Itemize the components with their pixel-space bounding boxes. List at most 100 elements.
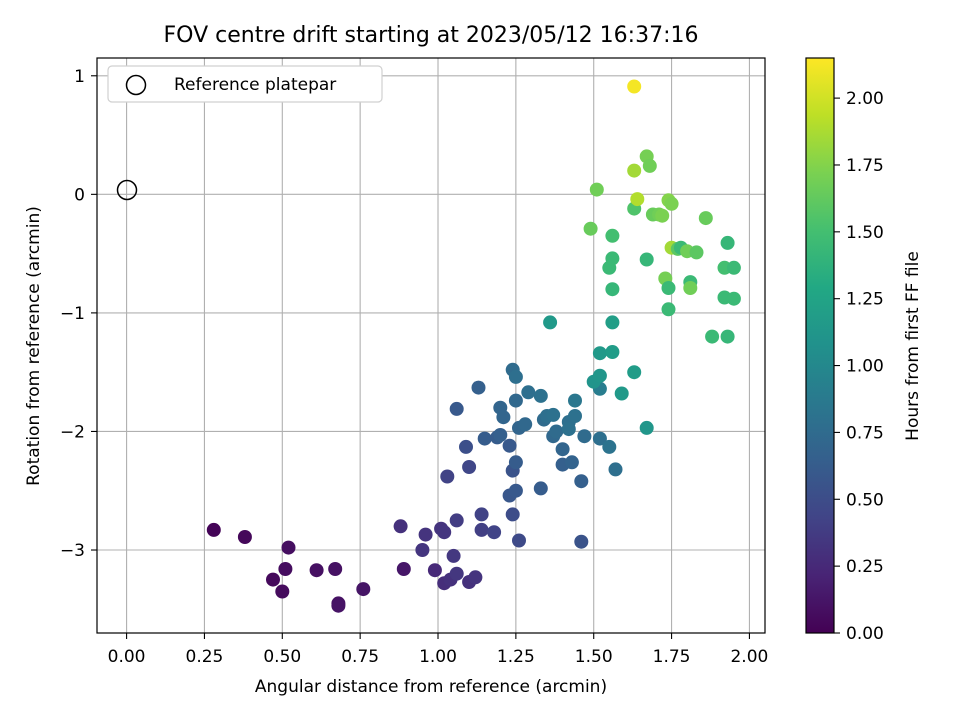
x-tick-label: 0.25 bbox=[186, 647, 224, 667]
data-point bbox=[393, 519, 408, 534]
data-point bbox=[477, 431, 492, 446]
data-point bbox=[474, 522, 489, 537]
data-point bbox=[418, 527, 433, 542]
data-point bbox=[546, 407, 561, 422]
data-point bbox=[266, 572, 280, 587]
data-point bbox=[705, 329, 720, 344]
colorbar-label: Hours from first FF file bbox=[903, 251, 923, 441]
data-point bbox=[561, 422, 576, 437]
grid-lines bbox=[97, 58, 765, 633]
data-point bbox=[449, 513, 464, 528]
data-point bbox=[639, 252, 654, 267]
y-tick-label: 1 bbox=[74, 67, 85, 87]
data-point bbox=[555, 442, 570, 457]
colorbar-tick-label: 1.00 bbox=[846, 357, 884, 377]
data-point bbox=[549, 424, 564, 439]
data-point bbox=[574, 534, 589, 549]
data-point bbox=[592, 368, 607, 383]
data-point bbox=[605, 228, 620, 243]
data-point bbox=[533, 388, 548, 403]
data-point bbox=[281, 540, 296, 555]
data-point bbox=[605, 315, 620, 330]
colorbar-tick-label: 1.50 bbox=[846, 223, 884, 243]
colorbar-tick-label: 0.25 bbox=[846, 557, 884, 577]
x-tick-label: 1.25 bbox=[497, 647, 535, 667]
data-point bbox=[605, 251, 620, 266]
data-point bbox=[508, 455, 523, 470]
data-point bbox=[449, 401, 464, 416]
data-point bbox=[437, 525, 452, 540]
colorbar-tick-label: 0.00 bbox=[846, 624, 884, 644]
data-point bbox=[661, 281, 676, 295]
data-point bbox=[642, 158, 657, 173]
data-point bbox=[627, 163, 642, 178]
data-point bbox=[459, 439, 473, 454]
data-point bbox=[440, 469, 455, 484]
data-point bbox=[583, 221, 598, 236]
data-point bbox=[487, 525, 502, 540]
y-axis-label: Rotation from reference (arcmin) bbox=[24, 206, 44, 486]
data-point bbox=[471, 380, 486, 395]
data-point bbox=[639, 420, 654, 435]
data-point bbox=[356, 582, 371, 597]
data-point bbox=[630, 192, 645, 207]
data-point bbox=[605, 345, 620, 359]
legend-box bbox=[107, 65, 383, 103]
data-point bbox=[564, 455, 579, 470]
data-point bbox=[602, 439, 617, 454]
colorbar-tick-label: 0.75 bbox=[846, 423, 884, 443]
data-point bbox=[275, 584, 290, 599]
x-tick-label: 0.50 bbox=[263, 647, 301, 667]
data-point bbox=[574, 474, 589, 489]
plot-frame bbox=[96, 57, 766, 634]
x-tick-label: 1.50 bbox=[575, 647, 613, 667]
x-tick-label: 0.00 bbox=[108, 647, 146, 667]
x-axis-ticks: 0.00 0.25 0.50 0.75 1.00 1.25 1.50 1.75 2.00 bbox=[108, 633, 768, 667]
data-point bbox=[468, 570, 483, 585]
data-point bbox=[328, 562, 343, 576]
data-point bbox=[627, 79, 642, 94]
colorbar bbox=[805, 57, 835, 634]
data-point bbox=[655, 208, 670, 223]
data-point bbox=[396, 562, 411, 576]
data-point bbox=[206, 522, 221, 537]
legend-marker bbox=[125, 74, 147, 96]
data-point bbox=[726, 260, 741, 275]
data-point bbox=[496, 410, 511, 425]
data-point bbox=[664, 196, 679, 211]
data-point bbox=[568, 393, 582, 408]
data-point bbox=[568, 409, 582, 423]
data-point bbox=[689, 245, 704, 260]
y-tick-label: 0 bbox=[74, 185, 85, 205]
legend-label: Reference platepar bbox=[174, 75, 336, 95]
colorbar-tick-label: 1.75 bbox=[846, 156, 884, 176]
data-point bbox=[237, 530, 252, 544]
y-tick-label: −1 bbox=[60, 304, 85, 324]
data-point bbox=[543, 315, 558, 330]
x-tick-label: 0.75 bbox=[341, 647, 379, 667]
colorbar-ticks: 0.00 0.25 0.50 0.75 1.00 1.25 1.50 1.75 2.00 bbox=[834, 89, 884, 644]
data-point bbox=[533, 481, 548, 496]
data-point bbox=[508, 483, 523, 498]
data-point bbox=[589, 182, 604, 197]
data-point bbox=[278, 562, 293, 576]
data-point bbox=[577, 429, 592, 444]
data-point bbox=[508, 393, 523, 408]
data-point bbox=[726, 291, 741, 306]
data-point bbox=[512, 533, 526, 548]
data-point bbox=[627, 365, 642, 380]
data-point bbox=[614, 386, 629, 401]
data-point bbox=[415, 543, 430, 557]
data-points bbox=[206, 79, 741, 613]
colorbar-tick-label: 0.50 bbox=[846, 490, 884, 510]
x-axis-label: Angular distance from reference (arcmin) bbox=[255, 677, 607, 697]
data-point bbox=[605, 282, 620, 297]
x-tick-label: 1.75 bbox=[653, 647, 691, 667]
data-point bbox=[331, 598, 346, 613]
y-tick-label: −2 bbox=[60, 422, 85, 442]
legend: Reference platepar bbox=[107, 65, 383, 103]
data-point bbox=[508, 369, 523, 384]
data-point bbox=[446, 548, 461, 563]
x-tick-label: 1.00 bbox=[419, 647, 457, 667]
